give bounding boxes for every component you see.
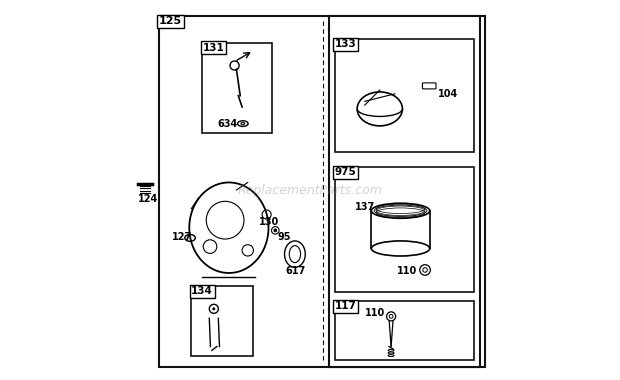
FancyBboxPatch shape (422, 83, 436, 89)
Bar (335, 39, 474, 152)
Bar (335, 167, 474, 292)
Text: 124: 124 (138, 195, 159, 204)
Text: 137: 137 (355, 202, 374, 212)
Text: 125: 125 (159, 16, 182, 27)
Text: 110: 110 (397, 266, 417, 276)
Text: 134: 134 (191, 286, 213, 296)
Text: 104: 104 (438, 89, 459, 99)
Text: ReplacementParts.com: ReplacementParts.com (237, 184, 383, 196)
Bar (159, 16, 485, 367)
Bar (329, 16, 480, 367)
Text: 117: 117 (335, 301, 356, 311)
Bar (203, 43, 272, 133)
Circle shape (212, 307, 215, 310)
Circle shape (273, 228, 277, 232)
Text: 131: 131 (203, 43, 224, 53)
Text: 975: 975 (335, 167, 356, 177)
Text: 634: 634 (218, 119, 238, 129)
Text: 130: 130 (259, 217, 280, 227)
Text: 617: 617 (285, 266, 306, 276)
Bar (191, 286, 254, 356)
Bar (335, 301, 474, 360)
Text: 133: 133 (335, 39, 356, 49)
Text: 127: 127 (172, 232, 193, 242)
Text: 95: 95 (278, 232, 291, 242)
Text: 110: 110 (365, 307, 385, 318)
